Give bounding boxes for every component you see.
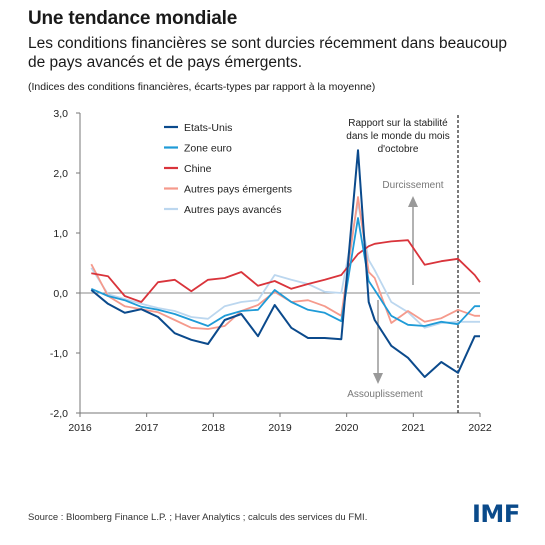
x-tick-label: 2019 [268,422,292,434]
report-date-label: Rapport sur la stabilité [348,118,448,129]
y-tick-label: -1,0 [50,348,68,360]
x-tick-label: 2016 [68,422,92,434]
source-note: Source : Bloomberg Finance L.P. ; Haver … [28,512,368,523]
chart-units-note: (Indices des conditions financières, éca… [28,81,376,93]
easing-arrow-head [373,373,383,384]
y-tick-label: 2,0 [53,168,68,180]
x-tick-label: 2021 [402,422,426,434]
easing-label: Assouplissement [347,389,423,400]
imf-logo: IMF [472,500,520,528]
legend-label: Chine [184,163,212,175]
x-tick-label: 2020 [335,422,359,434]
series-line-zone-euro [90,217,480,327]
y-tick-label: -2,0 [50,408,68,420]
report-date-label: dans le monde du mois [346,131,449,142]
chart-title: Une tendance mondiale [28,8,238,29]
x-tick-label: 2018 [202,422,226,434]
legend-label: Autres pays émergents [184,184,292,196]
series-line-etats-unis [90,149,480,378]
x-tick-label: 2017 [135,422,159,434]
series-line-chine [91,239,481,303]
chart-subtitle: Les conditions financières se sont durci… [28,35,508,71]
legend-label: Etats-Unis [184,122,232,134]
y-tick-label: 1,0 [53,228,68,240]
y-tick-label: 0,0 [53,288,68,300]
legend-label: Autres pays avancés [184,204,281,216]
y-tick-label: 3,0 [53,108,68,120]
x-tick-label: 2022 [468,422,492,434]
tightening-arrow-head [408,196,418,207]
series-line-autres-pays-mergents [90,196,480,330]
report-date-label: d'octobre [378,144,419,155]
legend-label: Zone euro [184,143,232,155]
tightening-label: Durcissement [382,180,443,191]
